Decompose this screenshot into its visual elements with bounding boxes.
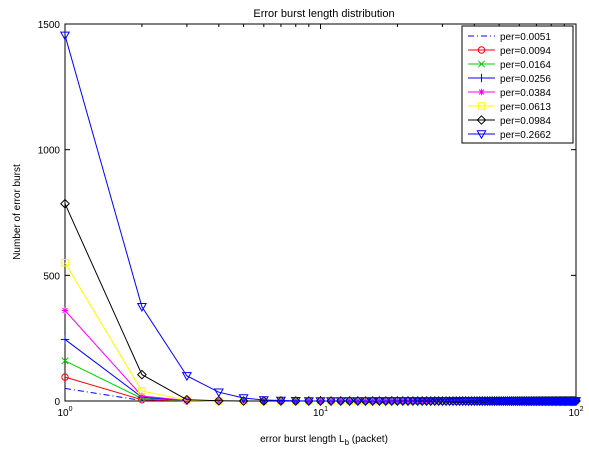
legend-label-6: per=0.0984 [500,116,551,127]
x-tick-exponent: 1 [324,406,328,413]
legend-item-0: per=0.0051 [468,32,551,43]
x-tick-label-1: 101 [313,406,328,419]
legend-item-2: per=0.0164 [468,60,551,71]
series-7-point-7 [290,397,301,406]
y-tick-label-2: 1000 [38,146,61,157]
legend-label-1: per=0.0094 [500,46,551,57]
series-7-point-16 [374,397,385,407]
y-axis-label: Number of error burst [12,164,23,260]
series-7-point-17 [380,397,391,407]
legend-items: per=0.0051 per=0.0094 per=0.0164 per=0.0256… [468,32,551,141]
x-axis-label-subscript: b [345,438,350,447]
series-7-point-18 [386,397,397,407]
series-7-point-8 [303,397,314,407]
series-4-point-0 [61,307,69,314]
y-tick-label-0: 0 [54,397,60,408]
x-tick-exponent: 2 [580,406,584,413]
x-axis-label-suffix: (packet) [349,434,388,445]
series-7-point-99 [570,397,582,407]
legend-label-3: per=0.0256 [500,74,551,85]
y-tick-label-3: 1500 [38,20,61,31]
series-7-point-19 [392,397,403,407]
legend-item-3: per=0.0256 [468,73,551,85]
series-6-point-4 [238,396,249,406]
legend-label-2: per=0.0164 [500,60,551,71]
x-tick-base: 10 [313,408,325,419]
legend-marker-7 [476,130,487,140]
x-axis-label-main: error burst length L [260,434,345,445]
legend: per=0.0051 per=0.0094 per=0.0164 per=0.0256… [461,25,574,144]
series-6-point-0 [60,198,70,209]
legend-label-0: per=0.0051 [500,32,551,43]
series-7-point-14 [360,397,371,407]
series-7-point-2 [181,372,192,382]
series-layer [59,31,582,407]
series-7-point-5 [258,396,269,406]
legend-label-5: per=0.0613 [500,102,551,113]
series-7-point-11 [335,397,346,407]
legend-marker-4 [478,88,485,96]
series-6-point-2 [181,394,192,405]
x-axis-label: error burst length Lb (packet) [260,434,388,447]
series-7-point-12 [344,397,355,407]
x-tick-base: 10 [57,408,69,419]
legend-marker-6 [476,115,487,125]
series-5-point-0 [61,259,69,267]
series-7-point-21 [402,397,414,407]
y-tick-label-1: 500 [43,271,60,282]
legend-marker-1 [477,46,486,54]
series-7-point-9 [315,397,326,407]
series-1-point-0 [61,373,69,381]
legend-item-1: per=0.0094 [468,46,551,57]
x-tick-label-0: 100 [57,406,72,419]
series-7-point-13 [352,397,363,407]
series-7-point-10 [326,397,337,407]
legend-label-7: per=0.2662 [500,130,551,141]
x-tick-base: 10 [568,408,580,419]
series-7-point-20 [397,397,408,407]
chart-title: Error burst length distribution [253,8,394,20]
legend-item-6: per=0.0984 [468,115,551,127]
series-7-point-6 [275,396,286,406]
series-6-point-3 [213,395,224,406]
series-per=0.2662 [59,31,582,407]
series-2-point-0 [61,357,69,365]
series-7-point-4 [238,394,249,404]
legend-item-5: per=0.0613 [468,102,551,113]
legend-item-7: per=0.2662 [468,130,551,141]
series-6-point-1 [137,369,147,380]
x-tick-label-2: 102 [568,406,583,419]
series-7-point-3 [213,388,224,398]
series-3-point-0 [60,335,70,344]
legend-item-4: per=0.0384 [468,88,551,99]
series-5-point-1 [138,387,146,395]
legend-marker-2 [477,60,486,68]
series-7-point-15 [367,397,378,407]
legend-label-4: per=0.0384 [500,88,551,99]
x-tick-exponent: 0 [69,406,73,413]
series-7-point-1 [136,303,147,312]
series-7-point-0 [59,31,71,41]
legend-marker-5 [477,102,486,110]
legend-marker-3 [477,73,486,83]
